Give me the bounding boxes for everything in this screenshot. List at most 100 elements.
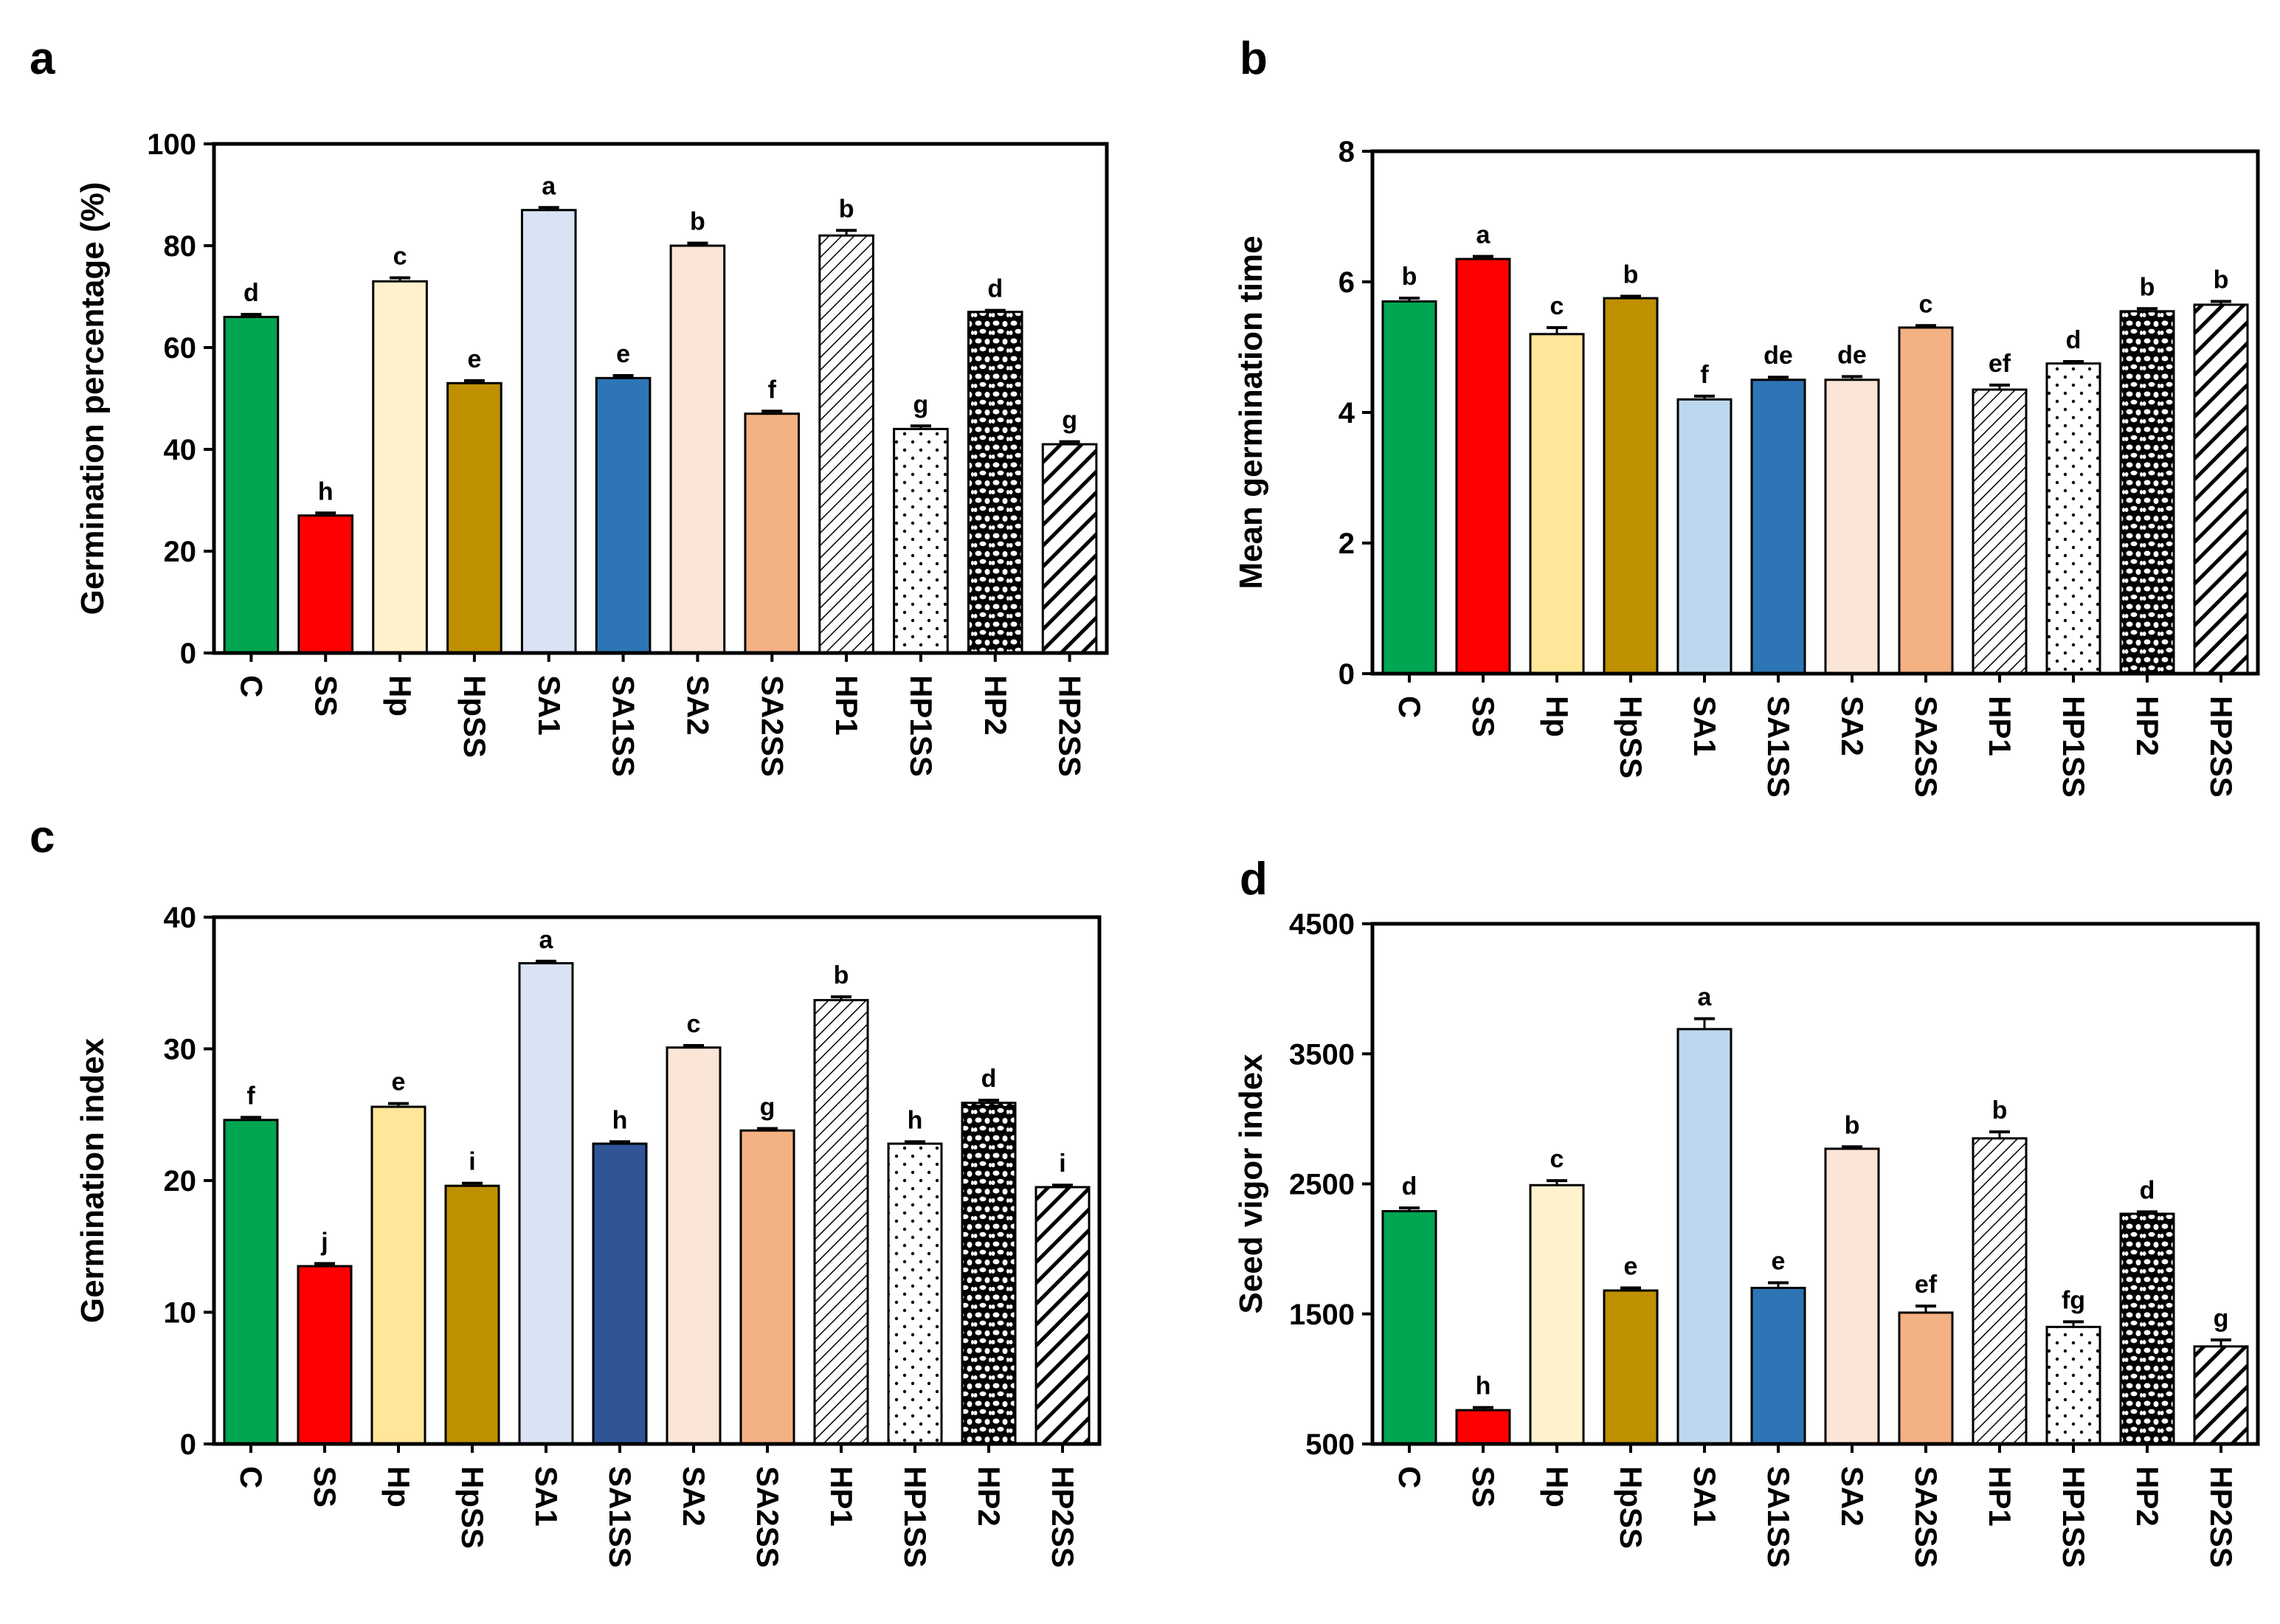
x-label-b-hp2: HP2 (2130, 696, 2165, 756)
bar-c-sa1 (518, 961, 574, 1445)
bar-a-sa1ss (595, 376, 652, 654)
y-tick-label-c-10: 10 (164, 1297, 197, 1330)
sig-letter-d-sa1: a (1698, 984, 1713, 1012)
x-label-b-sa2: SA2 (1835, 696, 1870, 756)
bar-b-ss (1455, 258, 1511, 675)
bar-c-sa2 (666, 1046, 722, 1445)
sig-letter-a-sa2ss: f (768, 376, 777, 404)
x-label-a-c: C (234, 675, 269, 697)
chart-germination-index: 0 10 20 30 40 f Cj SS e Hp i HpSS a SA1 h SA1SS c SA2 g SA2… (75, 902, 1102, 1568)
bar-c-sa2ss (739, 1129, 795, 1445)
bar-d-hp2ss (2193, 1345, 2249, 1445)
sig-letter-c-c: f (246, 1082, 255, 1110)
sig-letter-d-hp2ss: g (2214, 1305, 2229, 1333)
sig-letter-d-ss: h (1476, 1372, 1491, 1400)
sig-letter-c-hp: e (392, 1068, 406, 1096)
y-tick-label-c-40: 40 (164, 902, 197, 934)
sig-letter-c-sa2ss: g (760, 1093, 775, 1121)
y-tick-label-a-20: 20 (164, 536, 197, 568)
sig-letter-b-hp: c (1550, 292, 1564, 320)
sig-letter-d-c: d (1402, 1172, 1417, 1200)
sig-letter-b-sa2: de (1837, 341, 1867, 369)
x-label-a-sa1ss: SA1SS (607, 675, 641, 777)
x-label-b-hpss: HpSS (1614, 696, 1648, 778)
x-label-b-sa1ss: SA1SS (1761, 696, 1796, 798)
sig-letter-d-sa1ss: e (1772, 1247, 1786, 1275)
bar-c-c (223, 1119, 279, 1445)
bar-a-sa1 (520, 209, 577, 654)
sig-letter-b-hp1ss: d (2066, 326, 2082, 354)
sig-letter-d-hp2: d (2140, 1176, 2155, 1204)
bar-b-sa1ss (1750, 379, 1806, 675)
plot-frame-b (1370, 149, 2260, 676)
bar-d-ss (1455, 1409, 1511, 1445)
sig-letter-c-hp2: d (981, 1065, 997, 1093)
sig-letter-c-sa1: a (539, 926, 554, 954)
sig-letter-b-hp2ss: b (2214, 266, 2229, 294)
sig-letter-a-hp2ss: g (1062, 407, 1077, 435)
sig-letter-c-sa1ss: h (612, 1106, 628, 1134)
x-label-c-sa1: SA1 (529, 1466, 564, 1527)
bar-d-hpss (1603, 1289, 1659, 1445)
x-label-d-sa2ss: SA2SS (1909, 1466, 1944, 1568)
bar-c-hp1ss (887, 1142, 943, 1445)
x-label-a-hp1ss: HP1SS (904, 675, 939, 777)
bar-d-hp (1529, 1184, 1585, 1445)
y-tick-label-b-0: 0 (1338, 658, 1355, 691)
bar-c-hpss (444, 1184, 500, 1445)
sig-letter-a-hpss: e (467, 345, 481, 373)
y-axis-title-a: Germination percentage (%) (75, 182, 111, 615)
x-label-d-sa2: SA2 (1835, 1466, 1870, 1527)
y-tick-label-b-6: 6 (1338, 266, 1355, 299)
bar-b-hp1 (1972, 388, 2028, 675)
x-label-b-hp1ss: HP1SS (2056, 696, 2091, 798)
bar-a-hp (372, 280, 428, 654)
bar-d-sa1 (1676, 1028, 1733, 1445)
x-label-a-ss: SS (308, 675, 343, 716)
y-tick-label-d-4500: 4500 (1289, 908, 1355, 941)
x-label-a-hp2: HP2 (978, 675, 1013, 736)
bar-b-hp1ss (2045, 362, 2101, 675)
x-label-c-sa2ss: SA2SS (750, 1466, 785, 1568)
sig-letter-b-hp2: b (2140, 273, 2155, 301)
x-label-c-c: C (234, 1466, 269, 1488)
y-axis-title-c: Germination index (75, 1037, 111, 1323)
sig-letter-a-hp2: d (987, 275, 1003, 303)
x-label-b-hp2ss: HP2SS (2204, 696, 2239, 798)
plot-frame-a (212, 142, 1109, 655)
bar-b-hp2 (2119, 310, 2175, 675)
sig-letter-a-hp: c (393, 242, 407, 270)
x-label-c-hp: Hp (381, 1466, 416, 1507)
sig-letter-b-sa1ss: de (1763, 342, 1793, 370)
y-tick-label-c-30: 30 (164, 1034, 197, 1066)
x-label-b-sa1: SA1 (1687, 696, 1722, 756)
x-label-b-hp: Hp (1540, 696, 1575, 737)
sig-letter-a-c: d (243, 279, 259, 307)
x-label-d-c: C (1392, 1466, 1427, 1488)
y-tick-label-a-40: 40 (164, 434, 197, 466)
sig-letter-a-sa2: b (690, 208, 705, 236)
bar-a-hp2ss (1041, 443, 1098, 654)
bar-a-ss (297, 514, 354, 654)
y-tick-label-c-0: 0 (180, 1428, 196, 1461)
x-label-b-ss: SS (1466, 696, 1501, 737)
sig-letter-a-hp1ss: g (913, 390, 929, 418)
x-label-d-hp1ss: HP1SS (2056, 1466, 2091, 1568)
bar-c-hp2 (961, 1102, 1017, 1445)
sig-letter-b-hpss: b (1623, 260, 1639, 288)
y-tick-label-b-4: 4 (1338, 397, 1355, 429)
x-label-c-hpss: HpSS (455, 1466, 490, 1549)
sig-letter-b-c: b (1402, 263, 1417, 291)
sig-letter-c-hp2ss: i (1059, 1150, 1065, 1178)
x-label-b-c: C (1392, 696, 1427, 718)
x-label-d-hp2ss: HP2SS (2204, 1466, 2239, 1568)
y-tick-label-a-100: 100 (147, 128, 196, 161)
bar-d-sa2 (1824, 1147, 1880, 1445)
x-label-c-hp1ss: HP1SS (898, 1466, 933, 1568)
plot-frame-c (212, 915, 1102, 1446)
x-label-a-hpss: HpSS (457, 675, 492, 758)
sig-letter-c-sa2: c (687, 1010, 701, 1038)
sig-letter-a-hp1: b (839, 195, 854, 223)
bar-b-sa2ss (1898, 326, 1954, 675)
bar-b-hp (1529, 333, 1585, 675)
